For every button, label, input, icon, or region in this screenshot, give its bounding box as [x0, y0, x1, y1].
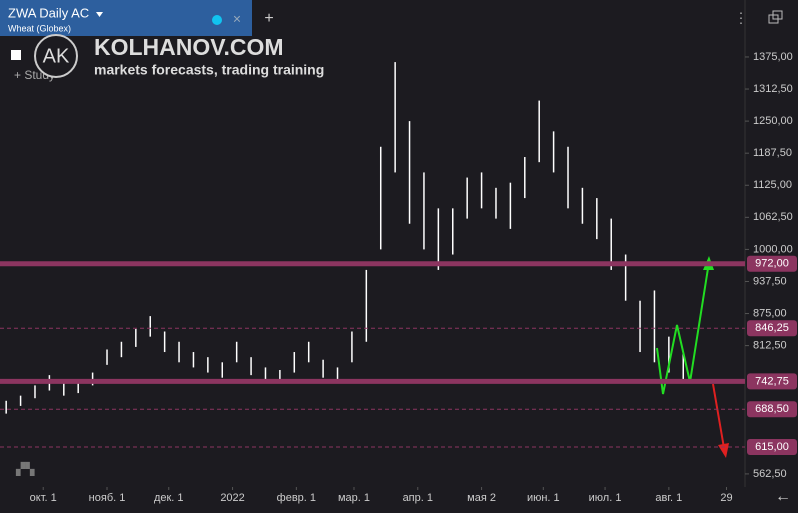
- tagline: markets forecasts, trading training: [94, 62, 324, 78]
- symbol: ZWA Daily AC: [8, 5, 89, 20]
- x-tick-label: мая 2: [467, 492, 496, 504]
- x-tick-label: апр. 1: [403, 492, 433, 504]
- x-tick-label: 2022: [220, 492, 244, 504]
- symbol-tab[interactable]: [0, 0, 252, 36]
- x-tick-label: авг. 1: [655, 492, 682, 504]
- x-tick-label: мар. 1: [338, 492, 370, 504]
- logo-text: AK: [43, 45, 70, 67]
- y-tick-label: 1062,50: [753, 211, 793, 223]
- level-label: 688,50: [755, 403, 789, 415]
- level-label: 846,25: [755, 322, 789, 334]
- add-tab[interactable]: +: [264, 10, 273, 27]
- level-label: 972,00: [755, 258, 789, 270]
- status-dot: [212, 15, 222, 25]
- red-arrow: [712, 383, 725, 449]
- y-tick-label: 1312,50: [753, 83, 793, 95]
- close-tab[interactable]: ×: [233, 11, 241, 27]
- scroll-back[interactable]: ←: [775, 488, 791, 505]
- green-arrow: [656, 261, 710, 395]
- x-tick-label: июн. 1: [527, 492, 560, 504]
- y-tick-label: 1187,50: [753, 147, 792, 159]
- level-label-bg: [747, 401, 797, 418]
- red-arrowhead: [718, 443, 729, 458]
- x-tick-label: окт. 1: [30, 492, 57, 504]
- x-tick-label: июл. 1: [589, 492, 622, 504]
- y-tick-label: 812,50: [753, 340, 787, 352]
- y-tick-label: 1000,00: [753, 243, 793, 255]
- y-tick-label: 937,50: [753, 275, 787, 287]
- x-tick-label: февр. 1: [277, 492, 316, 504]
- window-icon-back[interactable]: [772, 10, 783, 20]
- y-tick-label: 562,50: [753, 468, 787, 480]
- checkbox[interactable]: [11, 50, 21, 60]
- exchange: Wheat (Globex): [8, 23, 71, 33]
- menu-icon[interactable]: ⋮: [734, 10, 748, 26]
- x-tick-label: нояб. 1: [89, 492, 126, 504]
- level-label-bg: [747, 255, 797, 272]
- x-tick-label: дек. 1: [154, 492, 184, 504]
- x-tick-label: 29: [720, 492, 732, 504]
- level-label: 742,75: [755, 375, 789, 387]
- logo: [34, 34, 78, 78]
- y-tick-label: 1375,00: [753, 51, 793, 63]
- level-label-bg: [747, 320, 797, 337]
- tv-logo: ▞▚: [15, 461, 35, 476]
- dropdown-icon[interactable]: [96, 12, 103, 17]
- y-tick-label: 1250,00: [753, 115, 793, 127]
- y-tick-label: 1125,00: [753, 179, 792, 191]
- level-label-bg: [747, 438, 797, 455]
- level-label-bg: [747, 373, 797, 390]
- brand: KOLHANOV.COM: [94, 34, 284, 60]
- level-label: 615,00: [755, 441, 789, 453]
- y-tick-label: 875,00: [753, 307, 787, 319]
